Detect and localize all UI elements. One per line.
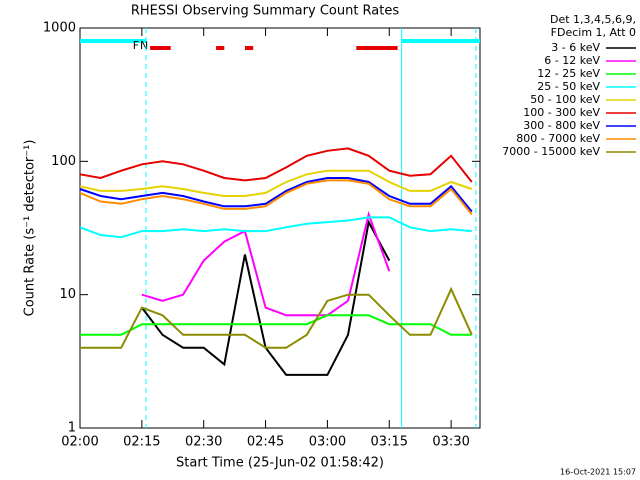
y-axis-label: Count Rate (s⁻¹ detector⁻¹) bbox=[23, 140, 38, 317]
series-line bbox=[80, 286, 473, 349]
series-line bbox=[80, 314, 472, 336]
y-tick-label: 100 bbox=[51, 154, 76, 169]
legend-label: 12 - 25 keV bbox=[537, 67, 600, 80]
y-tick-label: 1 bbox=[68, 421, 76, 436]
x-tick-label: 02:00 bbox=[61, 435, 98, 450]
x-tick-label: 02:45 bbox=[247, 435, 284, 450]
legend-label: 50 - 100 keV bbox=[530, 93, 600, 106]
legend-label: 6 - 12 keV bbox=[544, 54, 600, 67]
flag-label: N bbox=[140, 39, 148, 52]
x-axis-label: Start Time (25-Jun-02 01:58:42) bbox=[176, 456, 384, 471]
x-tick-label: 03:30 bbox=[432, 435, 469, 450]
legend-label: 100 - 300 keV bbox=[523, 106, 600, 119]
series-line bbox=[79, 216, 472, 239]
chart-title: RHESSI Observing Summary Count Rates bbox=[131, 4, 400, 19]
series-line bbox=[79, 179, 473, 216]
x-tick-label: 02:15 bbox=[123, 435, 160, 450]
legend-label: 3 - 6 keV bbox=[551, 41, 600, 54]
series-line bbox=[79, 169, 473, 197]
x-tick-label: 03:15 bbox=[371, 435, 408, 450]
x-tick-label: 02:30 bbox=[185, 435, 222, 450]
legend-header: Det 1,3,4,5,6,9, bbox=[550, 13, 636, 26]
y-tick-label: 1000 bbox=[43, 21, 76, 36]
legend-label: 800 - 7000 keV bbox=[516, 132, 600, 145]
legend-label: 300 - 800 keV bbox=[523, 119, 600, 132]
series-line bbox=[141, 210, 391, 317]
footer-timestamp: 16-Oct-2021 15:07 bbox=[560, 468, 636, 477]
y-tick-label: 10 bbox=[59, 287, 76, 302]
series-line bbox=[79, 177, 473, 213]
series-line bbox=[141, 219, 391, 376]
flag-label: F bbox=[133, 39, 139, 52]
legend-label: 7000 - 15000 keV bbox=[502, 145, 600, 158]
series-line bbox=[79, 147, 473, 183]
x-tick-label: 03:00 bbox=[309, 435, 346, 450]
legend-label: 25 - 50 keV bbox=[537, 80, 600, 93]
legend-header: FDecim 1, Att 0 bbox=[551, 26, 636, 39]
